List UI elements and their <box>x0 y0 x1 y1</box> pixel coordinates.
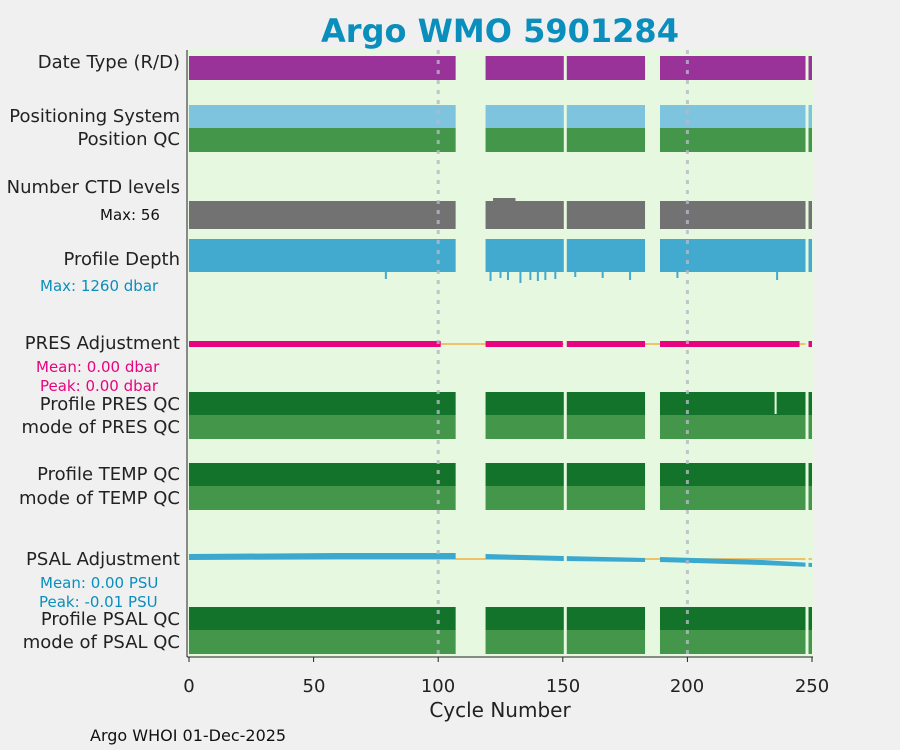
depth-profile-spike <box>601 272 604 278</box>
row-label-position-qc: Position QC <box>77 129 180 150</box>
x-tick-label: 0 <box>183 676 195 697</box>
row-label-profile-temp-qc: Profile TEMP QC <box>37 464 180 485</box>
bar-mode-pres-qc-seg-3 <box>659 415 812 439</box>
psal-adjustment-band <box>189 553 456 560</box>
pres-adjustment-segment <box>807 341 812 347</box>
thin-gap-151 <box>563 56 567 656</box>
row-label-positioning-system: Positioning System <box>9 106 180 127</box>
pres-qc-notch <box>774 392 777 414</box>
bar-ctd-levels-seg-3 <box>659 201 812 229</box>
bar-profile-depth-seg-3 <box>659 239 812 272</box>
row-label-mode-pres-qc: mode of PRES QC <box>21 417 180 438</box>
bar-position-qc-seg-3 <box>659 128 812 152</box>
x-tick-label: 250 <box>794 676 830 697</box>
row-label-mode-temp-qc: mode of TEMP QC <box>18 488 180 509</box>
bar-profile-depth-seg-1 <box>189 239 456 272</box>
thin-gap-248 <box>805 56 809 656</box>
psal-adjustment-band <box>659 557 812 567</box>
bar-profile-pres-qc-seg-3 <box>659 392 812 415</box>
row-label-profile-pres-qc: Profile PRES QC <box>39 394 180 415</box>
pres-peak-annotation: Peak: 0.00 dbar <box>40 377 159 395</box>
depth-profile-spike <box>536 272 539 281</box>
bar-ctd-levels-seg-1 <box>189 201 456 229</box>
depth-profile-spike <box>676 272 679 278</box>
x-tick-label: 150 <box>545 676 581 697</box>
row-label-ctd-levels: Number CTD levels <box>6 177 180 198</box>
ctd-levels-bump <box>493 198 516 202</box>
bar-mode-psal-qc-seg-1 <box>189 630 456 654</box>
depth-profile-spike <box>529 272 532 280</box>
bar-profile-pres-qc-seg-1 <box>189 392 456 415</box>
ctd-max-annotation: Max: 56 <box>100 206 160 224</box>
depth-profile-spike <box>384 272 387 279</box>
depth-profile-spike <box>499 272 502 278</box>
bar-positioning-system-seg-3 <box>659 105 812 128</box>
row-label-mode-psal-qc: mode of PSAL QC <box>22 632 180 653</box>
x-axis-label: Cycle Number <box>429 698 571 722</box>
depth-profile-spike <box>554 272 557 279</box>
row-label-profile-psal-qc: Profile PSAL QC <box>40 609 180 630</box>
bar-profile-temp-qc-seg-3 <box>659 463 812 486</box>
footer-credit: Argo WHOI 01-Dec-2025 <box>90 726 287 745</box>
pres-adjustment-segment <box>565 341 646 347</box>
bar-positioning-system-seg-1 <box>189 105 456 128</box>
depth-max-annotation: Max: 1260 dbar <box>40 277 159 295</box>
depth-profile-spike <box>629 272 632 280</box>
depth-profile-spike <box>489 272 492 281</box>
depth-profile-spike <box>574 272 577 277</box>
pres-adjustment-segment <box>485 341 563 347</box>
x-tick-label: 100 <box>420 676 456 697</box>
psal-mean-annotation: Mean: 0.00 PSU <box>40 574 159 592</box>
x-tick-label: 50 <box>302 676 326 697</box>
bar-date-type-seg-3 <box>659 56 812 80</box>
row-label-psal-adjustment: PSAL Adjustment <box>25 549 180 570</box>
depth-profile-spike <box>506 272 509 280</box>
bar-mode-temp-qc-seg-1 <box>189 486 456 510</box>
row-label-pres-adjustment: PRES Adjustment <box>24 333 180 354</box>
bar-mode-pres-qc-seg-1 <box>189 415 456 439</box>
depth-profile-spike <box>519 272 522 283</box>
bar-date-type-seg-1 <box>189 56 456 80</box>
pres-mean-annotation: Mean: 0.00 dbar <box>36 358 160 376</box>
depth-profile-spike <box>544 272 547 280</box>
depth-profile-spike <box>776 272 779 280</box>
x-tick-label: 200 <box>669 676 705 697</box>
pres-adjustment-segment <box>189 341 441 347</box>
bar-profile-psal-qc-seg-1 <box>189 607 456 630</box>
bar-mode-temp-qc-seg-3 <box>659 486 812 510</box>
psal-peak-annotation: Peak: -0.01 PSU <box>39 593 158 611</box>
bar-mode-psal-qc-seg-3 <box>659 630 812 654</box>
bar-profile-temp-qc-seg-1 <box>189 463 456 486</box>
bar-profile-psal-qc-seg-3 <box>659 607 812 630</box>
pres-adjustment-segment <box>659 341 800 347</box>
bar-position-qc-seg-1 <box>189 128 456 152</box>
chart-title: Argo WMO 5901284 <box>321 12 679 50</box>
row-label-profile-depth: Profile Depth <box>63 249 180 270</box>
row-label-date-type: Date Type (R/D) <box>37 52 180 73</box>
